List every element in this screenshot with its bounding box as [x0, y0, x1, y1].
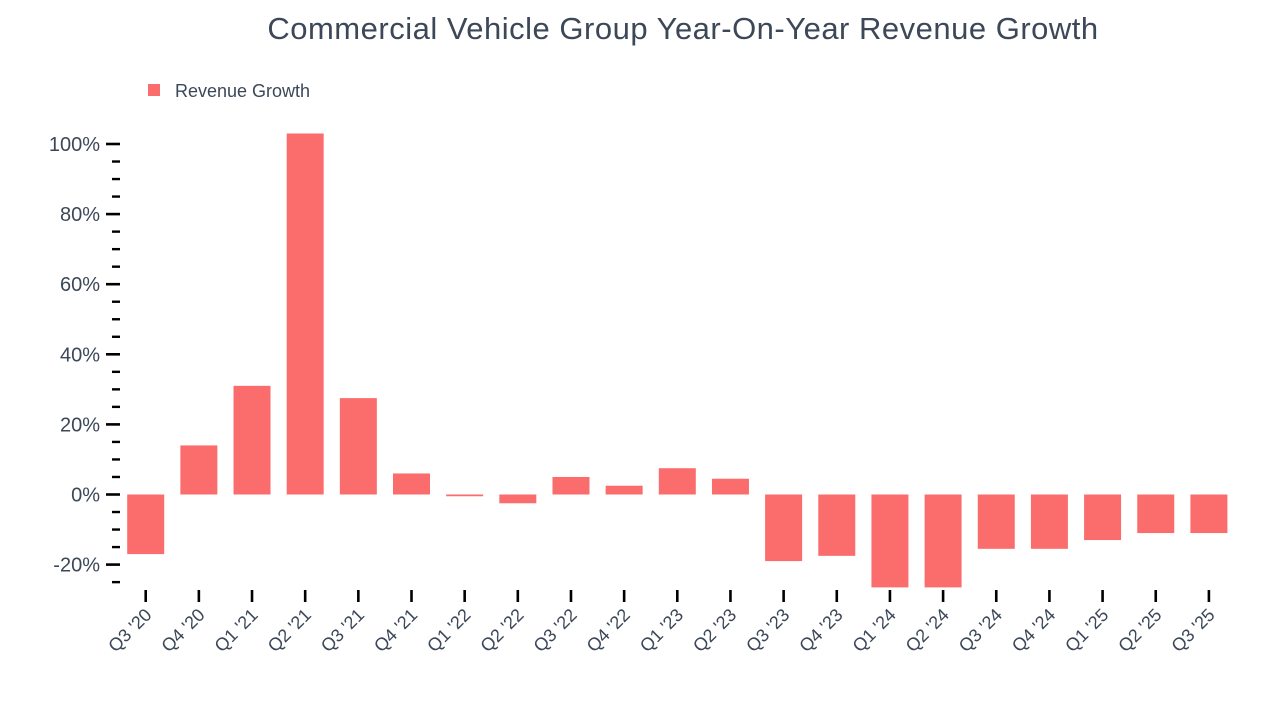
x-tick-label: Q1 '22 [423, 605, 474, 656]
bar [924, 494, 962, 588]
bar [499, 494, 537, 504]
x-tick-label: Q4 '22 [583, 605, 634, 656]
x-tick-label: Q4 '24 [1008, 605, 1059, 656]
legend: Revenue Growth [148, 81, 310, 101]
y-tick-label: 0% [71, 485, 100, 507]
x-tick-label: Q1 '21 [211, 605, 262, 656]
y-tick-label: 100% [49, 134, 100, 156]
chart-title: Commercial Vehicle Group Year-On-Year Re… [267, 11, 1098, 46]
bar [1137, 494, 1175, 534]
legend-label: Revenue Growth [175, 81, 310, 101]
x-tick-label: Q2 '24 [902, 605, 953, 656]
x-axis: Q3 '20 Q4 '20 Q1 '21 Q2 '21 Q3 '21 Q4 '21 Q1 '… [104, 590, 1219, 656]
bar [339, 398, 377, 495]
y-tick-label: 20% [60, 414, 100, 436]
bar [233, 385, 271, 495]
bar [1190, 494, 1228, 534]
bar [1030, 494, 1068, 549]
y-tick-label: 40% [60, 344, 100, 366]
x-tick-label: Q2 '25 [1114, 605, 1165, 656]
x-tick-label: Q3 '25 [1167, 605, 1218, 656]
bar [818, 494, 856, 556]
bar [180, 445, 218, 495]
bar [711, 478, 749, 495]
x-tick-label: Q4 '21 [370, 605, 421, 656]
x-tick-label: Q1 '23 [636, 605, 687, 656]
y-tick-label: -20% [53, 555, 100, 577]
bar [658, 468, 696, 495]
x-tick-label: Q3 '24 [955, 605, 1006, 656]
x-tick-label: Q4 '23 [795, 605, 846, 656]
y-tick-label: 60% [60, 274, 100, 296]
x-tick-label: Q1 '24 [849, 605, 900, 656]
bar [871, 494, 909, 588]
bar [765, 494, 803, 562]
x-tick-label: Q4 '20 [157, 605, 208, 656]
x-tick-label: Q3 '23 [742, 605, 793, 656]
bar [977, 494, 1015, 549]
x-tick-label: Q3 '20 [104, 605, 155, 656]
x-tick-label: Q2 '22 [476, 605, 527, 656]
x-tick-label: Q2 '23 [689, 605, 740, 656]
bar [393, 473, 430, 495]
y-tick-label: 80% [60, 204, 100, 226]
bar [605, 485, 643, 495]
x-tick-label: Q1 '25 [1061, 605, 1112, 656]
bar [552, 476, 590, 495]
bar [446, 494, 484, 497]
x-tick-label: Q3 '22 [530, 605, 581, 656]
x-tick-label: Q2 '21 [264, 605, 315, 656]
legend-swatch-icon [148, 84, 160, 96]
bar [286, 133, 324, 495]
bar [127, 494, 165, 555]
bar-series [127, 133, 1228, 588]
x-tick-label: Q3 '21 [317, 605, 368, 656]
bar [1084, 494, 1122, 541]
y-axis: 100% 80% 60% 40% 20% 0% -20% [49, 134, 120, 584]
